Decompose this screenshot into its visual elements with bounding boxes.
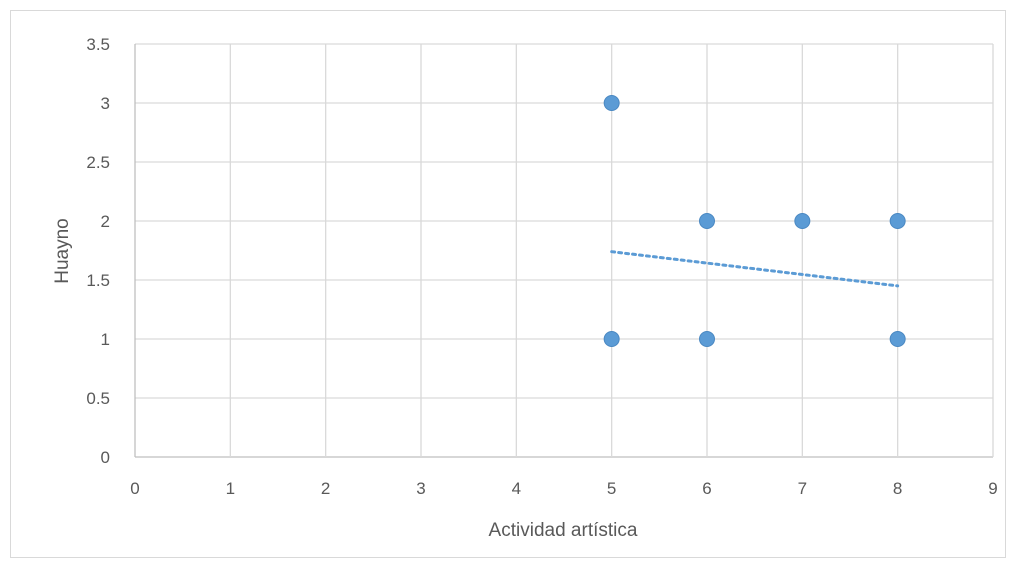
- y-tick-label: 1: [101, 330, 110, 349]
- y-axis-title: Huayno: [52, 218, 73, 284]
- x-tick-label: 8: [893, 479, 902, 498]
- y-tick-label: 2: [101, 212, 110, 231]
- data-point: [889, 331, 906, 347]
- y-tick-label: 3.5: [86, 35, 110, 54]
- chart-area: [10, 10, 1006, 558]
- y-tick-label: 1.5: [86, 271, 110, 290]
- data-point: [603, 331, 620, 347]
- data-point: [889, 213, 906, 229]
- y-tick-label: 0: [101, 448, 110, 467]
- x-tick-label: 5: [607, 479, 616, 498]
- data-point: [794, 213, 811, 229]
- y-axis-tick-labels: 0 0.5 1 1.5 2 2.5 3 3.5: [86, 35, 110, 467]
- x-tick-label: 1: [226, 479, 235, 498]
- data-point: [699, 331, 715, 347]
- x-tick-label: 6: [702, 479, 711, 498]
- trendline: [610, 250, 900, 288]
- trendline-group: [610, 250, 900, 288]
- data-points: [603, 95, 906, 347]
- x-axis-tick-labels: 0 1 2 3 4 5 6 7 8 9: [130, 479, 997, 498]
- x-tick-label: 4: [512, 479, 521, 498]
- data-point: [603, 95, 620, 111]
- y-tick-label: 3: [101, 94, 110, 113]
- x-tick-label: 3: [416, 479, 425, 498]
- x-tick-label: 2: [321, 479, 330, 498]
- x-axis-title: Actividad artística: [489, 520, 638, 541]
- y-tick-label: 2.5: [86, 153, 110, 172]
- data-point: [699, 213, 715, 229]
- y-tick-label: 0.5: [86, 389, 110, 408]
- gridlines: [134, 43, 994, 458]
- x-tick-label: 7: [798, 479, 807, 498]
- x-tick-label: 0: [130, 479, 139, 498]
- x-tick-label: 9: [988, 479, 997, 498]
